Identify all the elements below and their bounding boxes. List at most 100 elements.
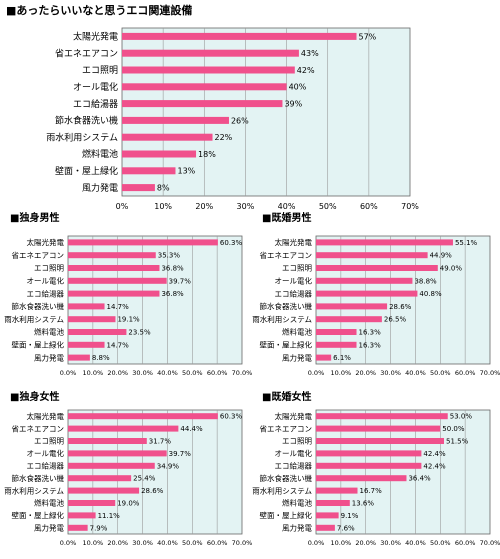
category-label: オール電化	[275, 276, 313, 286]
bar	[68, 316, 116, 323]
category-label: 風力発電	[282, 352, 312, 362]
category-label: 燃料電池	[282, 498, 312, 508]
tick-label: 30.0%	[380, 369, 401, 377]
bar	[122, 150, 197, 158]
category-label: 壁面・屋上緑化	[12, 510, 65, 520]
bar	[122, 184, 155, 192]
tick-label: 0%	[116, 202, 129, 211]
bar	[68, 487, 140, 494]
data-label: 8%	[157, 183, 170, 192]
chart-single-male: ■独身男性 0.0% 10.0% 20.0% 30.0% 40.0% 50.0% 60.0% 7…	[4, 211, 252, 377]
data-label: 26%	[231, 116, 249, 125]
data-label: 28.6%	[141, 487, 164, 495]
bar	[316, 524, 335, 531]
tick-label: 20%	[195, 202, 213, 211]
bar	[316, 413, 448, 420]
data-label: 25.4%	[133, 475, 156, 483]
category-label: エコ照明	[34, 437, 64, 446]
bar	[316, 425, 441, 432]
tick-label: 70.0%	[232, 369, 253, 377]
chart-title: ■既婚女性	[262, 390, 311, 403]
bar	[68, 438, 147, 444]
tick-label: 10.0%	[83, 369, 104, 377]
bar	[316, 303, 388, 310]
category-label: 燃料電池	[34, 498, 64, 508]
category-label: 風力発電	[34, 523, 64, 533]
tick-label: 70.0%	[480, 369, 500, 377]
data-label: 53.0%	[450, 413, 473, 421]
bar	[68, 277, 167, 284]
tick-label: 70.0%	[480, 539, 500, 547]
chart-title: ■独身女性	[10, 390, 59, 403]
tick-label: 0.0%	[308, 539, 325, 547]
bar	[316, 265, 438, 271]
data-label: 14.7%	[107, 303, 130, 311]
data-label: 60.3%	[220, 413, 243, 421]
tick-label: 0.0%	[308, 369, 325, 377]
bar	[316, 354, 332, 361]
data-label: 50.0%	[442, 425, 465, 433]
category-label: 省エネエアコン	[12, 423, 65, 433]
bar	[122, 133, 213, 141]
category-label: 節水食器洗い機	[12, 301, 65, 311]
category-label: 太陽光発電	[275, 237, 313, 247]
data-label: 14.7%	[107, 341, 130, 349]
bar	[68, 512, 96, 519]
tick-label: 40.0%	[157, 539, 178, 547]
data-label: 9.1%	[341, 512, 359, 520]
category-label: オール電化	[275, 448, 313, 458]
category-label: 節水食器洗い機	[260, 301, 313, 311]
data-label: 22%	[215, 133, 233, 142]
category-label: 雨水利用システム	[4, 314, 64, 324]
category-label: 太陽光発電	[27, 411, 65, 421]
category-label: 太陽光発電	[27, 237, 65, 247]
category-label: 省エネエアコン	[55, 47, 118, 59]
data-label: 44.4%	[180, 425, 203, 433]
category-label: 風力発電	[282, 523, 312, 533]
data-label: 40.8%	[419, 290, 442, 298]
tick-label: 40%	[278, 202, 296, 211]
data-label: 11.1%	[98, 512, 121, 520]
bar	[316, 329, 357, 335]
bar	[316, 512, 339, 519]
category-label: エコ給湯器	[27, 288, 65, 298]
category-label: エコ給湯器	[275, 288, 313, 298]
bar	[68, 329, 127, 335]
data-label: 35.3%	[158, 252, 181, 260]
bar	[316, 316, 382, 323]
bar	[68, 524, 88, 531]
category-label: 壁面・屋上緑化	[12, 340, 65, 350]
data-label: 39%	[284, 99, 302, 108]
category-label: オール電化	[27, 448, 65, 458]
category-label: 太陽光発電	[73, 31, 118, 43]
bar	[316, 252, 428, 259]
bar	[68, 354, 90, 361]
data-label: 36.4%	[408, 475, 431, 483]
data-label: 36.8%	[161, 265, 184, 273]
tick-label: 70.0%	[232, 539, 253, 547]
bar	[122, 116, 229, 124]
tick-label: 60.0%	[455, 539, 476, 547]
tick-label: 30%	[237, 202, 255, 211]
data-label: 8.8%	[92, 354, 110, 362]
data-label: 42%	[297, 66, 315, 75]
category-label: 風力発電	[34, 352, 64, 362]
category-label: 省エネエアコン	[260, 250, 313, 260]
data-label: 6.1%	[333, 354, 351, 362]
bar	[68, 252, 156, 259]
data-label: 16.7%	[360, 487, 383, 495]
data-label: 42.4%	[423, 462, 446, 470]
data-label: 31.7%	[149, 438, 172, 446]
chart-overall: ■あったらいいなと思うエコ関連設備 0% 10% 20% 30% 40% 50% 60% 70%…	[6, 3, 419, 211]
category-label: 雨水利用システム	[4, 485, 64, 495]
tick-label: 40.0%	[405, 369, 426, 377]
chart-married-female: ■既婚女性 0.0% 10.0% 20.0% 30.0% 40.0% 50.0% 60.0% 7…	[252, 390, 500, 547]
data-label: 16.3%	[359, 341, 382, 349]
tick-label: 10.0%	[331, 369, 352, 377]
tick-label: 40.0%	[405, 539, 426, 547]
category-label: 節水食器洗い機	[260, 473, 313, 483]
category-label: 太陽光発電	[275, 411, 313, 421]
category-label: 風力発電	[82, 182, 118, 194]
bar	[122, 32, 357, 40]
tick-label: 50.0%	[182, 539, 203, 547]
